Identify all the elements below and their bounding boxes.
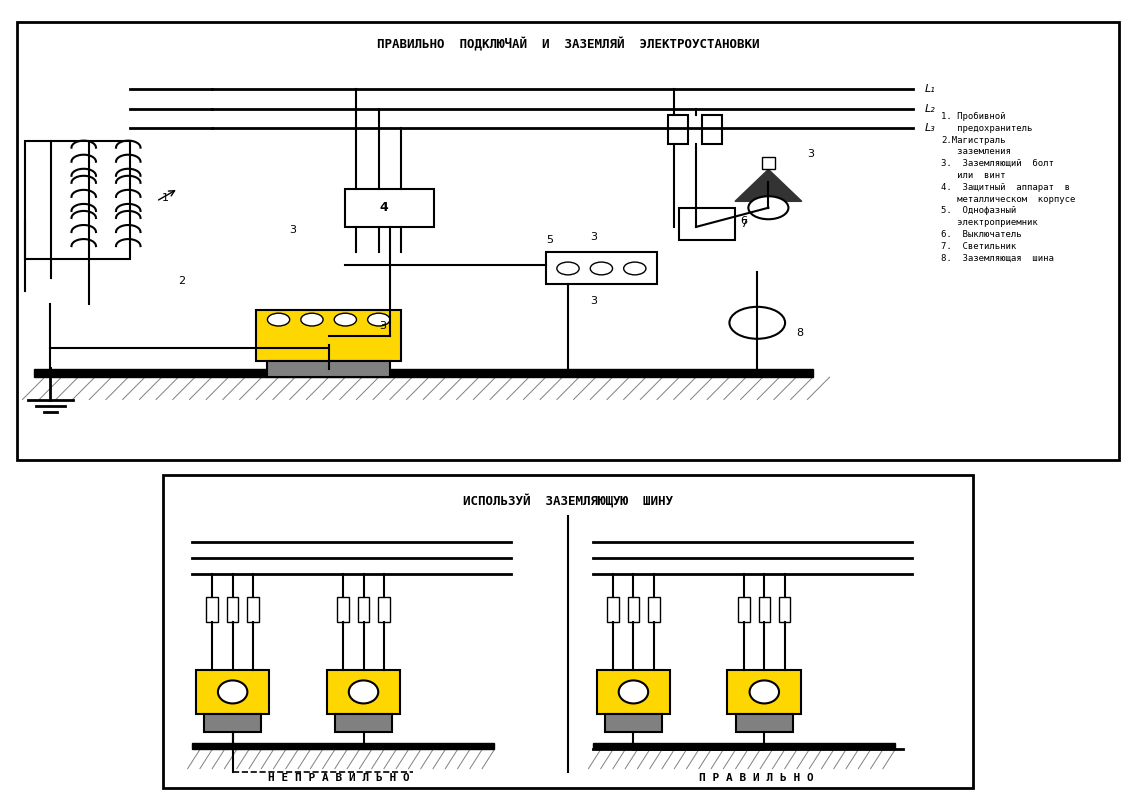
Bar — [604, 714, 662, 732]
Circle shape — [301, 313, 323, 326]
Bar — [762, 157, 775, 169]
Circle shape — [750, 681, 779, 703]
Bar — [207, 598, 218, 622]
Circle shape — [349, 681, 378, 703]
Text: L₃: L₃ — [925, 123, 935, 133]
Bar — [257, 310, 401, 361]
Bar — [779, 598, 791, 622]
Text: 1. Пробивной
   предохранитель
2.Магистраль
   заземления
3.  Заземляющий  болт
: 1. Пробивной предохранитель 2.Магистраль… — [941, 112, 1076, 263]
Text: 7: 7 — [741, 219, 747, 229]
Text: L₂: L₂ — [925, 104, 935, 113]
Circle shape — [267, 313, 290, 326]
Circle shape — [368, 313, 390, 326]
Bar — [335, 714, 392, 732]
Bar — [679, 208, 735, 240]
Text: ИСПОЛЬЗУЙ  ЗАЗЕМЛЯЮЩУЮ  ШИНУ: ИСПОЛЬЗУЙ ЗАЗЕМЛЯЮЩУЮ ШИНУ — [463, 493, 673, 507]
Bar — [727, 670, 801, 714]
Bar — [25, 141, 131, 259]
Bar — [545, 252, 657, 284]
Circle shape — [557, 262, 579, 275]
Text: 3: 3 — [591, 296, 598, 306]
FancyBboxPatch shape — [17, 22, 1119, 460]
Bar — [34, 369, 813, 377]
Bar — [668, 115, 688, 144]
Bar — [596, 670, 670, 714]
Bar — [759, 598, 770, 622]
FancyBboxPatch shape — [164, 475, 972, 788]
Bar — [702, 115, 721, 144]
Circle shape — [619, 681, 649, 703]
Bar — [327, 670, 400, 714]
Text: 2: 2 — [178, 276, 185, 287]
Text: 6: 6 — [741, 216, 747, 226]
Text: 4: 4 — [379, 201, 389, 214]
Circle shape — [729, 307, 785, 339]
Text: 5: 5 — [545, 235, 553, 245]
Text: L₁: L₁ — [925, 85, 935, 94]
Bar — [736, 714, 793, 732]
Text: 3: 3 — [591, 232, 598, 242]
Polygon shape — [735, 169, 802, 201]
Bar — [195, 670, 269, 714]
Circle shape — [749, 197, 788, 219]
Bar — [358, 598, 369, 622]
Bar — [337, 598, 349, 622]
Text: 3: 3 — [808, 149, 815, 159]
Bar — [204, 714, 261, 732]
Text: 1: 1 — [161, 193, 168, 204]
Bar — [378, 598, 390, 622]
Text: ПРАВИЛЬНО  ПОДКЛЮЧАЙ  И  ЗАЗЕМЛЯЙ  ЭЛЕКТРОУСТАНОВКИ: ПРАВИЛЬНО ПОДКЛЮЧАЙ И ЗАЗЕМЛЯЙ ЭЛЕКТРОУС… — [377, 38, 759, 52]
Bar — [345, 189, 434, 227]
Circle shape — [334, 313, 357, 326]
Bar — [267, 361, 390, 377]
Bar — [608, 598, 619, 622]
Bar — [248, 598, 259, 622]
Bar — [628, 598, 640, 622]
Circle shape — [591, 262, 612, 275]
Bar — [593, 743, 895, 749]
Bar — [649, 598, 660, 622]
Text: 3: 3 — [290, 225, 296, 236]
Circle shape — [218, 681, 248, 703]
Bar — [192, 743, 494, 749]
Text: Н Е П Р А В И Л Ь Н О: Н Е П Р А В И Л Ь Н О — [268, 773, 410, 783]
Circle shape — [624, 262, 646, 275]
Bar — [227, 598, 239, 622]
Text: 3: 3 — [378, 321, 386, 332]
Bar — [738, 598, 750, 622]
Text: П Р А В И Л Ь Н О: П Р А В И Л Ь Н О — [699, 773, 813, 783]
Text: 8: 8 — [796, 328, 803, 338]
